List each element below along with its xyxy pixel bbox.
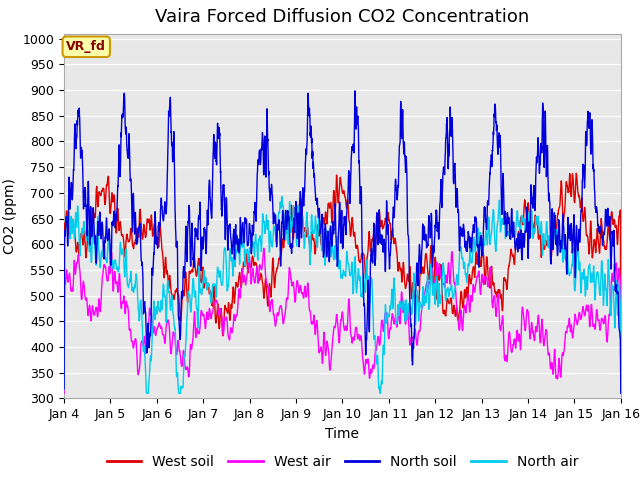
- Title: Vaira Forced Diffusion CO2 Concentration: Vaira Forced Diffusion CO2 Concentration: [156, 9, 529, 26]
- Text: VR_fd: VR_fd: [67, 40, 106, 53]
- Y-axis label: CO2 (ppm): CO2 (ppm): [3, 178, 17, 254]
- Legend: West soil, West air, North soil, North air: West soil, West air, North soil, North a…: [101, 449, 584, 474]
- X-axis label: Time: Time: [325, 427, 360, 441]
